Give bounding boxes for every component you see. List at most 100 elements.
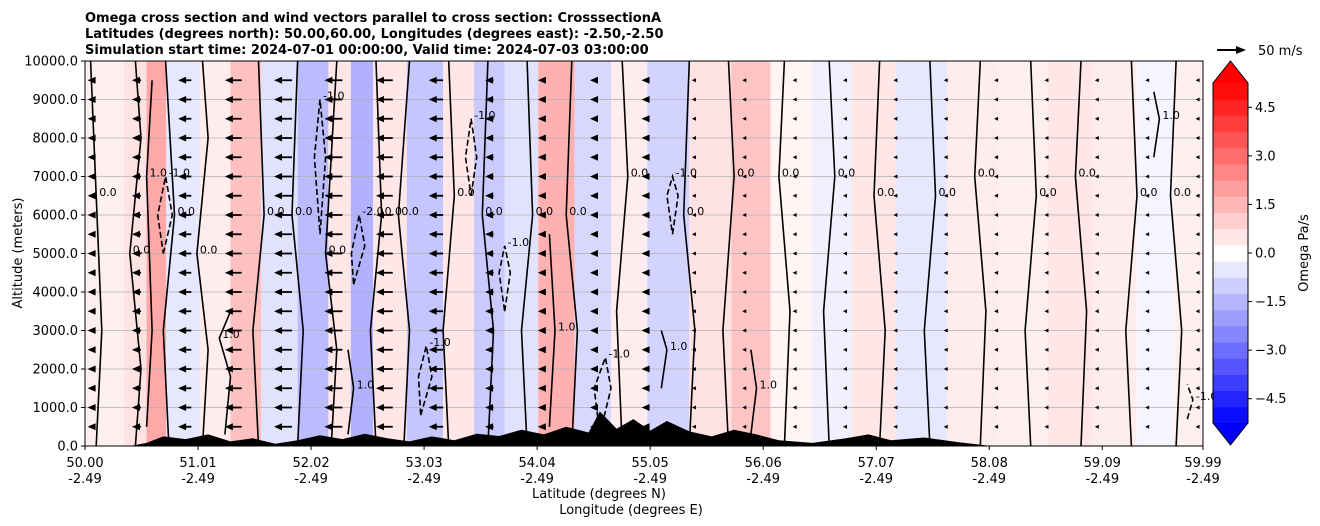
y-axis-label: Altitude (meters) (11, 198, 26, 309)
wind-vector-arrow (1044, 193, 1049, 198)
wind-vector-arrow (943, 347, 948, 352)
wind-vector-arrowhead (537, 173, 546, 180)
wind-vector-arrowhead (641, 384, 650, 392)
wind-vector-arrowhead (274, 153, 283, 161)
wind-vector-arrowhead (589, 346, 598, 354)
wind-vector-arrowhead (485, 423, 494, 431)
x-tick-lat-label: 55.05 (632, 456, 669, 471)
wind-vector-arrow (843, 232, 848, 237)
wind-vector-arrow (893, 232, 898, 237)
wind-vector-arrow (1044, 270, 1049, 275)
wind-vector-arrow (893, 328, 898, 333)
wind-vector-arrow (1094, 309, 1099, 314)
wind-vector-arrow (1145, 136, 1150, 140)
wind-vector-arrow (994, 405, 999, 410)
wind-vector-arrow (943, 270, 948, 275)
contour-label: 0.0 (978, 167, 996, 180)
wind-vector-arrowhead (641, 192, 650, 200)
wind-vector-arrow (792, 97, 797, 102)
colorbar-segment (1213, 147, 1248, 165)
wind-vector-arrowhead (589, 76, 598, 84)
wind-vector-arrowhead (274, 346, 283, 354)
contour-line (145, 80, 153, 427)
contour-label: -1.0 (676, 167, 697, 180)
wind-vector-arrow (1145, 232, 1150, 237)
wind-vector-arrow (843, 270, 848, 275)
contour-label: 1.0 (558, 321, 576, 334)
wind-vector-arrowhead (485, 96, 494, 103)
wind-vector-arrowhead (537, 423, 546, 431)
wind-vector-arrowhead (87, 115, 96, 123)
wind-vector-arrow (893, 174, 898, 179)
wind-vector-arrow (742, 367, 747, 371)
wind-vector-arrow (742, 136, 747, 140)
wind-vector-arrowhead (324, 250, 333, 257)
wind-vector-arrow (943, 405, 948, 410)
wind-vector-arrowhead (589, 269, 598, 277)
wind-vector-arrow (1145, 116, 1150, 121)
wind-vector-arrowhead (324, 327, 333, 334)
wind-vector-arrowhead (224, 346, 233, 354)
wind-vector-arrow (1145, 213, 1150, 217)
wind-vector-arrowhead (485, 346, 494, 354)
wind-vector-arrow (1195, 116, 1200, 121)
wind-vector-arrow (893, 213, 898, 217)
wind-vector-arrow (742, 97, 747, 102)
wind-vector-arrow (1145, 309, 1150, 314)
wind-vector-arrowhead (87, 288, 96, 296)
wind-vector-arrow (742, 78, 747, 83)
wind-vector-arrow (1094, 424, 1099, 429)
wind-vector-arrowhead (224, 76, 233, 84)
wind-vector-arrowhead (428, 230, 437, 238)
wind-vector-arrowhead (428, 288, 437, 296)
wind-vector-arrowhead (375, 96, 384, 103)
wind-vector-arrow (691, 270, 696, 275)
wind-vector-arrow (994, 193, 999, 198)
wind-vector-arrowhead (485, 288, 494, 296)
colorbar-segment (1213, 180, 1248, 197)
wind-vector-arrow (1145, 97, 1150, 102)
colorbar-segment (1213, 261, 1248, 278)
wind-vector-arrow (1044, 78, 1049, 83)
wind-vector-arrowhead (485, 250, 494, 257)
wind-vector-arrowhead (87, 96, 96, 103)
wind-vector-arrowhead (589, 211, 598, 219)
wind-vector-arrowhead (224, 134, 233, 142)
wind-vector-arrow (691, 309, 696, 314)
wind-vector-arrow (893, 78, 898, 83)
wind-vector-arrowhead (375, 327, 384, 334)
wind-vector-arrow (1044, 155, 1049, 160)
wind-vector-arrowhead (375, 346, 384, 354)
wind-vector-arrow (691, 136, 696, 140)
x-tick-lat-label: 50.00 (66, 456, 103, 471)
wind-vector-arrowhead (537, 211, 546, 219)
contour-line (218, 310, 232, 435)
wind-vector-arrowhead (641, 423, 650, 431)
wind-vector-arrowhead (537, 115, 546, 123)
x-axis-label-longitude: Longitude (degrees E) (559, 503, 703, 518)
wind-vector-arrowhead (428, 96, 437, 103)
wind-vector-arrow (994, 367, 999, 371)
wind-vector-arrowhead (641, 153, 650, 161)
wind-vector-arrow (691, 97, 696, 102)
contour-line (347, 349, 355, 435)
contour-label: 1.0 (150, 167, 168, 180)
wind-vector-arrowhead (131, 115, 140, 123)
x-tick-lat-label: 59.09 (1084, 456, 1121, 471)
wind-vector-arrowhead (589, 365, 598, 373)
wind-vector-arrow (691, 78, 696, 83)
colorbar-tick-label: −1.5 (1255, 295, 1287, 310)
contour-label: 1.0 (222, 328, 240, 341)
wind-vector-arrow (893, 424, 898, 429)
wind-vector-arrow (893, 367, 898, 371)
omega-contour-lines: 0.00.01.00.0-1.00.01.00.0 0.0-1.00.01.0-2… (89, 60, 1217, 447)
wind-vector-arrowhead (274, 404, 283, 411)
wind-vector-arrow (742, 386, 747, 391)
chart-title-line-3: Simulation start time: 2024-07-01 00:00:… (85, 43, 649, 58)
colorbar-segment (1213, 212, 1248, 230)
wind-vector-arrowhead (131, 173, 140, 180)
wind-vector-arrowhead (224, 423, 233, 431)
contour-label: -1.0 (169, 167, 190, 180)
x-axis-label-latitude: Latitude (degrees N) (532, 487, 666, 502)
contour-line (313, 99, 327, 235)
